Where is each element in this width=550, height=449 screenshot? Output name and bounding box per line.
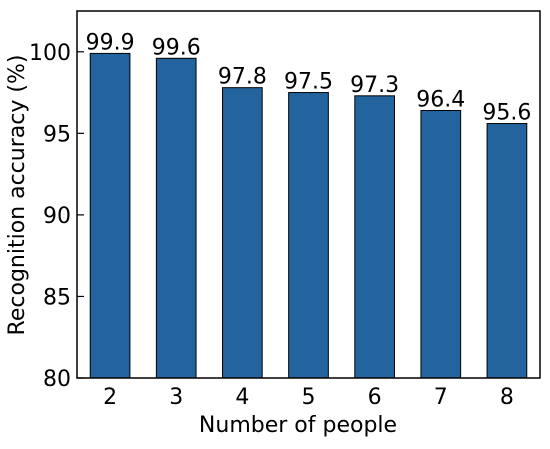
y-axis-label: Recognition accuracy (%) bbox=[5, 55, 30, 336]
data-label: 99.6 bbox=[152, 35, 201, 60]
bar bbox=[222, 87, 263, 379]
x-tick-label: 4 bbox=[235, 385, 249, 410]
y-tick-label: 90 bbox=[43, 204, 71, 229]
y-tick-label: 100 bbox=[29, 41, 71, 66]
bar bbox=[420, 109, 462, 379]
x-tick-label: 5 bbox=[302, 385, 316, 410]
x-tick-label: 3 bbox=[169, 385, 183, 410]
data-label: 97.8 bbox=[218, 65, 267, 90]
bar bbox=[155, 57, 197, 379]
x-tick-label: 6 bbox=[368, 385, 382, 410]
data-label: 99.9 bbox=[86, 30, 135, 55]
y-tick-label: 85 bbox=[43, 285, 71, 310]
data-label: 95.6 bbox=[482, 101, 531, 126]
y-tick-label: 95 bbox=[43, 122, 71, 147]
x-tick-label: 7 bbox=[434, 385, 448, 410]
data-label: 97.5 bbox=[284, 70, 333, 95]
x-tick-label: 8 bbox=[500, 385, 514, 410]
bar bbox=[354, 95, 395, 379]
y-tick-label: 80 bbox=[43, 367, 71, 392]
bar bbox=[486, 123, 528, 379]
x-axis-label: Number of people bbox=[199, 413, 397, 438]
data-label: 96.4 bbox=[416, 87, 465, 112]
x-tick-label: 2 bbox=[103, 385, 117, 410]
data-label: 97.3 bbox=[350, 73, 399, 98]
bar bbox=[89, 52, 131, 379]
bar bbox=[288, 92, 329, 379]
plot-frame bbox=[76, 10, 541, 379]
